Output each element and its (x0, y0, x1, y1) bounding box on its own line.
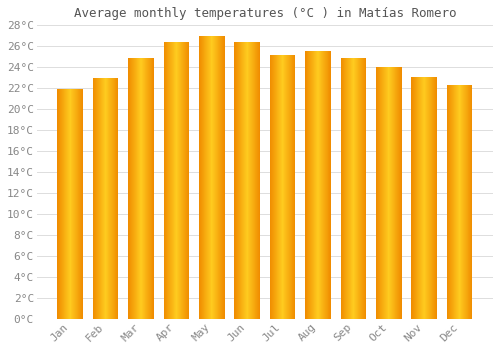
Title: Average monthly temperatures (°C ) in Matías Romero: Average monthly temperatures (°C ) in Ma… (74, 7, 456, 20)
